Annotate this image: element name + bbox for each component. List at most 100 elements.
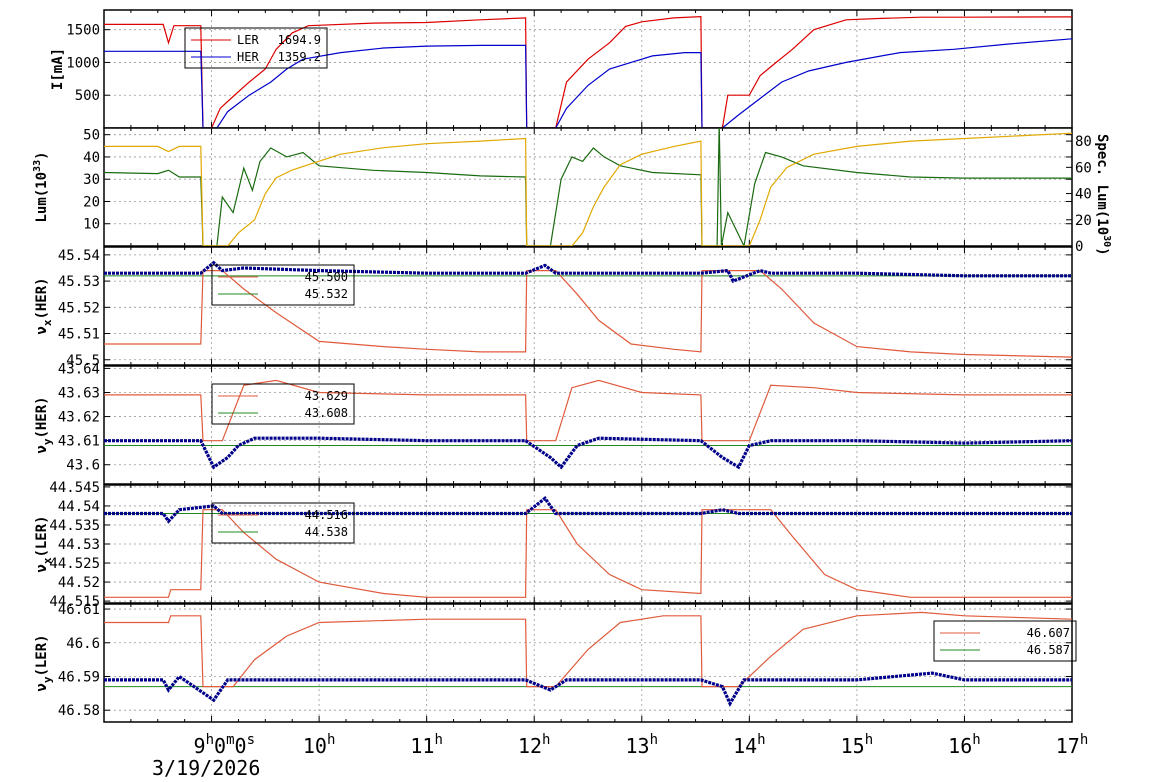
x-tick-unit: s <box>247 732 255 748</box>
y-axis-label: νy(HER) <box>34 396 54 453</box>
legend-box <box>211 502 355 544</box>
x-tick-number: 0 <box>235 734 247 758</box>
legend-box <box>211 264 355 306</box>
panel-nux_ler: 44.515 44.52 44.525 44.53 44.535 44.54 44.545 ν… <box>34 480 1073 610</box>
y-axis-label-sup: 33 <box>32 160 43 172</box>
legend-value: 43.629 <box>305 389 348 403</box>
legend-value: 45.532 <box>305 287 348 301</box>
x-tick-number: 13 <box>626 734 650 758</box>
y-tick-label: 44.545 <box>49 480 100 496</box>
y-tick-label: 46.59 <box>58 669 100 685</box>
y-axis-label-sub: x <box>41 557 54 564</box>
y-tick-label: 44.515 <box>49 594 100 610</box>
y-tick-label: 43.6 <box>66 458 100 474</box>
x-tick-unit: h <box>327 732 335 748</box>
legend: 43.629 43.608 <box>211 383 355 425</box>
y-axis-label-end: (LER) <box>34 515 50 557</box>
y-tick-label: 10 <box>83 217 100 233</box>
y-axis-label: I[mA] <box>50 48 66 90</box>
x-tick-unit: h <box>1080 732 1088 748</box>
series-line-meas <box>104 260 1072 284</box>
legend-value: 45.500 <box>305 270 348 284</box>
x-tick-number: 12 <box>518 734 542 758</box>
legend: 44.516 44.538 <box>211 502 355 544</box>
y-tick-label: 45.54 <box>58 248 100 264</box>
y-tick-label: 20 <box>83 194 100 210</box>
y-axis-label-end: ) <box>34 151 50 159</box>
legend-box <box>184 27 328 69</box>
legend: LER 1694.9 HER 1359.2 <box>184 27 328 69</box>
legend-label: HER <box>237 50 259 64</box>
y-axis-label: νy(LER) <box>34 634 54 691</box>
series-line-set <box>104 509 1072 598</box>
legend-value: 44.516 <box>305 508 348 522</box>
legend-value: 46.587 <box>1027 643 1070 657</box>
right-axis-label: Spec. Lum(1030) <box>1094 134 1112 256</box>
legend: 45.500 45.532 <box>211 264 355 306</box>
right-axis-label-end: ) <box>1094 247 1110 255</box>
y-tick-label: 500 <box>75 88 100 104</box>
y-tick-label: 40 <box>83 150 100 166</box>
panel-nuy_her: 43.643.6143.6243.6343.64νy(HER)43.62943.… <box>34 361 1073 485</box>
y-tick-label: 30 <box>83 172 100 188</box>
x-tick-unit: m <box>226 732 234 748</box>
y-axis-label-sub: y <box>41 676 54 683</box>
series-line-meas <box>104 436 1072 470</box>
y-axis-label-end: (HER) <box>34 277 50 319</box>
y-axis-label: νx(LER) <box>34 515 54 572</box>
legend-value: 46.607 <box>1027 626 1070 640</box>
x-tick-unit: h <box>542 732 550 748</box>
series-line-lum <box>104 128 1072 246</box>
series-line-set <box>104 270 1072 358</box>
y-axis-label-end: (HER) <box>34 396 50 438</box>
x-tick-unit: h <box>865 732 873 748</box>
series-line-ler <box>104 15 1072 128</box>
panel-luminosity: 10 20 30 40 50 0 20 40 60 80 Spec. Lum(1030) Lum(10… <box>32 127 1112 256</box>
x-tick-number: 16 <box>948 734 972 758</box>
x-tick-number: 14 <box>733 734 757 758</box>
y-tick-label: 43.64 <box>58 361 100 377</box>
x-tick-label: 11h <box>410 732 443 758</box>
legend: 46.607 46.587 <box>933 620 1077 662</box>
legend-value: 1359.2 <box>278 50 321 64</box>
y-tick-label: 46.58 <box>58 703 100 719</box>
y-tick-label: 43.61 <box>58 434 100 450</box>
y-tick-label: 45.52 <box>58 300 100 316</box>
right-tick-label: 20 <box>1075 213 1092 229</box>
y-tick-label: 44.54 <box>58 499 100 515</box>
y-tick-label: 1500 <box>66 23 100 39</box>
y-axis-label-end: (LER) <box>34 634 50 676</box>
y-axis-label: Lum(1033) <box>32 151 50 222</box>
x-tick-number: 0 <box>214 734 226 758</box>
x-tick-unit: h <box>434 732 442 748</box>
series-line-her <box>104 38 1072 128</box>
legend-value: 1694.9 <box>278 33 321 47</box>
series-line-meas <box>104 671 1072 707</box>
panel-frame <box>103 127 1073 247</box>
y-tick-label: 44.53 <box>58 537 100 553</box>
x-tick-unit: h <box>757 732 765 748</box>
y-axis-label-sub: x <box>41 319 54 326</box>
legend-value: 43.608 <box>305 406 348 420</box>
y-tick-label: 1000 <box>66 55 100 71</box>
series-line-spec-lum <box>104 132 1072 246</box>
y-axis-label-sub: y <box>41 438 54 445</box>
y-tick-label: 46.61 <box>58 602 100 618</box>
date-label: 3/19/2026 <box>152 756 260 780</box>
x-tick-label: 10h <box>303 732 336 758</box>
x-tick-number: 17 <box>1056 734 1080 758</box>
y-tick-label: 45.53 <box>58 274 100 290</box>
x-tick-number: 9 <box>194 734 206 758</box>
y-axis-label: νx(HER) <box>34 277 54 334</box>
right-tick-label: 80 <box>1075 134 1092 150</box>
right-axis-label-sup: 30 <box>1101 235 1112 247</box>
panel-frame <box>103 246 1073 366</box>
x-tick-unit: h <box>972 732 980 748</box>
y-tick-label: 44.525 <box>49 556 100 572</box>
x-tick-number: 11 <box>410 734 434 758</box>
series-line-meas <box>104 496 1072 524</box>
legend-value: 44.538 <box>305 525 348 539</box>
